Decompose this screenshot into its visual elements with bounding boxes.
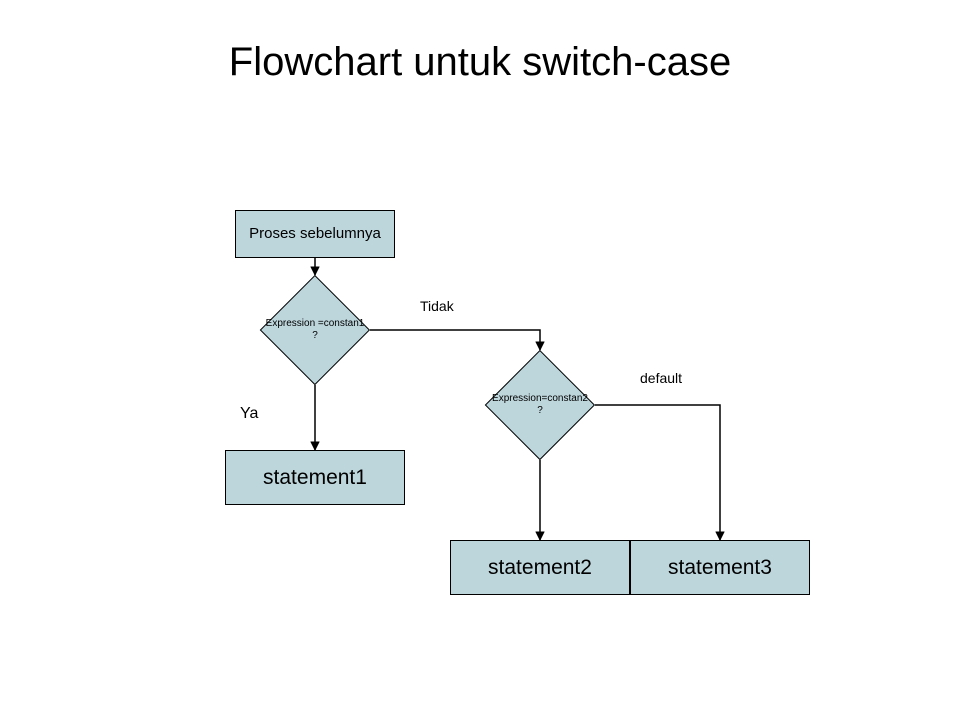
edges-layer	[0, 0, 960, 720]
node-dec2-label-wrap: Expression=constan2?	[485, 350, 595, 460]
node-stmt3-label: statement3	[668, 555, 772, 580]
node-stmt1: statement1	[225, 450, 405, 505]
node-dec2-label: Expression=constan2?	[492, 393, 588, 417]
node-proc-prev-label: Proses sebelumnya	[249, 225, 381, 243]
node-stmt2-label: statement2	[488, 555, 592, 580]
label-ya: Ya	[240, 405, 258, 423]
edge-dec1-to-dec2	[370, 330, 540, 350]
label-tidak: Tidak	[420, 298, 454, 314]
flowchart-stage: { "title": { "text": "Flowchart untuk sw…	[0, 0, 960, 720]
edge-dec2-to-stmt3	[595, 405, 720, 540]
node-proc-prev: Proses sebelumnya	[235, 210, 395, 258]
node-stmt2: statement2	[450, 540, 630, 595]
page-title: Flowchart untuk switch-case	[0, 40, 960, 85]
node-dec1-label: Expression =constan1?	[266, 318, 365, 342]
label-default: default	[640, 370, 682, 386]
node-stmt3: statement3	[630, 540, 810, 595]
node-dec1-label-wrap: Expression =constan1?	[260, 275, 370, 385]
node-stmt1-label: statement1	[263, 465, 367, 490]
